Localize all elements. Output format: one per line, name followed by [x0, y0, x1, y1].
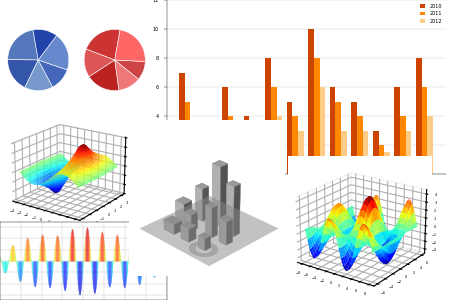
Bar [276, 116, 282, 174]
Wedge shape [115, 30, 145, 61]
Bar [201, 130, 206, 174]
Bar [287, 101, 292, 174]
Wedge shape [115, 60, 139, 90]
Bar [406, 130, 411, 174]
Bar [422, 87, 427, 174]
Wedge shape [8, 30, 38, 60]
Bar [222, 87, 228, 174]
Bar [185, 101, 190, 174]
Bar [427, 116, 433, 174]
Bar [234, 130, 239, 174]
Wedge shape [115, 60, 145, 79]
Bar [292, 116, 298, 174]
Bar [357, 116, 363, 174]
Bar [255, 145, 261, 174]
Wedge shape [8, 60, 38, 88]
Wedge shape [86, 29, 120, 60]
Legend: 2010, 2011, 2012: 2010, 2011, 2012 [419, 2, 443, 25]
Wedge shape [89, 60, 119, 91]
Bar [320, 87, 325, 174]
Bar [336, 101, 341, 174]
Bar [244, 116, 249, 174]
Bar [271, 87, 276, 174]
Bar [228, 116, 234, 174]
Bar [308, 29, 314, 174]
Wedge shape [33, 29, 57, 60]
Wedge shape [25, 60, 53, 91]
Bar [373, 130, 378, 174]
Bar [212, 152, 217, 174]
Bar [206, 145, 212, 174]
Bar [266, 58, 271, 174]
Bar [363, 130, 368, 174]
Bar [378, 145, 384, 174]
Bar [190, 130, 196, 174]
Bar [400, 116, 406, 174]
Bar [330, 87, 336, 174]
Wedge shape [84, 49, 115, 77]
Wedge shape [38, 35, 69, 70]
Bar [395, 87, 400, 174]
Bar [179, 73, 185, 174]
Bar [249, 130, 255, 174]
Bar [341, 130, 346, 174]
Bar [416, 58, 422, 174]
Bar [298, 130, 304, 174]
Bar [351, 101, 357, 174]
Bar [384, 152, 390, 174]
Bar [314, 58, 319, 174]
Wedge shape [38, 60, 67, 87]
